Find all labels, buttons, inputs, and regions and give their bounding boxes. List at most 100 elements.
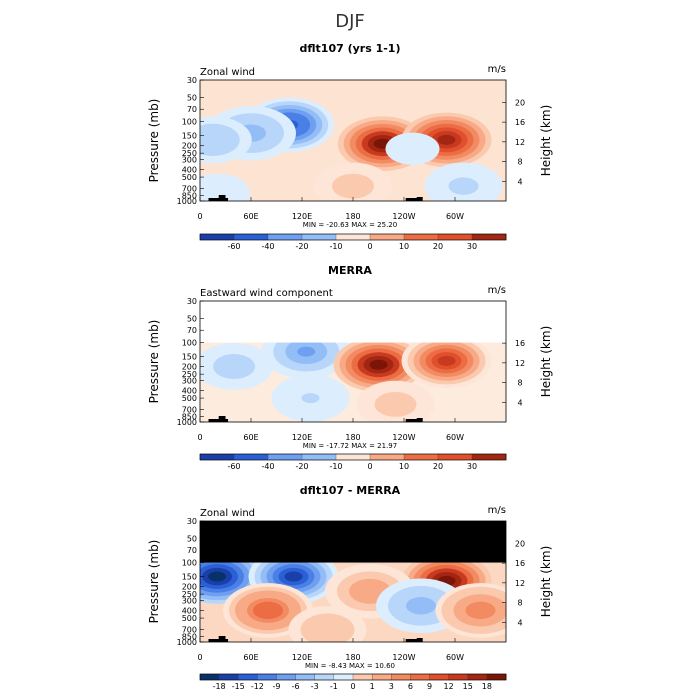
y2tick-label: 16: [515, 559, 525, 568]
min-max-stats: MIN = -17.72 MAX = 21.97: [303, 442, 397, 450]
colorbar-bin: [314, 673, 335, 681]
colorbar-bin: [301, 453, 337, 461]
supertitle: DJF: [335, 11, 365, 32]
colorbar-label: -3: [311, 682, 319, 691]
colorbar-label: 0: [367, 462, 372, 471]
y2tick-label: 4: [517, 398, 522, 407]
ytick-label: 100: [182, 118, 197, 127]
contour-2-6: [369, 359, 388, 370]
masked-region: [200, 521, 506, 563]
colorbar-bin: [486, 673, 507, 681]
ytick-label: 500: [182, 394, 197, 403]
colorbar-bin: [410, 673, 430, 681]
colorbar-bin: [437, 233, 473, 241]
colorbar-label: -9: [273, 682, 281, 691]
ytick-label: 30: [187, 517, 197, 526]
xtick-label: 60E: [243, 212, 258, 221]
topography-3: [416, 638, 423, 642]
ytick-label: 700: [182, 406, 197, 415]
field-label: Eastward wind component: [200, 288, 333, 299]
colorbar-bin: [295, 673, 316, 681]
colorbar-bin: [199, 233, 235, 241]
colorbar-bin: [199, 673, 220, 681]
y2tick-label: 4: [517, 177, 522, 186]
xtick-label: 180: [345, 653, 360, 662]
colorbar-bin: [471, 453, 507, 461]
field-label: Zonal wind: [200, 67, 255, 78]
colorbar-bin: [437, 453, 473, 461]
ylabel: Pressure (mb): [147, 99, 161, 183]
xtick-label: 60E: [243, 653, 258, 662]
colorbar-bin: [333, 673, 354, 681]
ytick-label: 150: [182, 353, 197, 362]
y2tick-label: 20: [515, 98, 525, 107]
xtick-label: 60W: [446, 212, 464, 221]
colorbar-frame: [199, 233, 507, 241]
colorbar-label: 12: [444, 682, 454, 691]
y2label: Height (km): [539, 105, 553, 176]
units-label: m/s: [488, 64, 506, 75]
colorbar-bin: [335, 453, 371, 461]
ytick-label: 850: [182, 412, 197, 421]
ytick-label: 250: [182, 590, 197, 599]
topography-1: [218, 195, 226, 201]
masked-region: [200, 301, 506, 343]
colorbar-label: 10: [399, 462, 409, 471]
contour-2-6: [203, 134, 222, 145]
colorbar-label: 15: [463, 682, 473, 691]
ytick-label: 300: [182, 155, 197, 164]
ytick-label: 70: [187, 105, 197, 114]
colorbar-label: 30: [467, 242, 477, 251]
xtick-label: 120E: [292, 433, 312, 442]
contour-4-6: [437, 134, 456, 145]
topography-3: [416, 418, 423, 422]
contour-4-6: [259, 605, 277, 616]
xtick-label: 0: [197, 433, 202, 442]
field: [200, 80, 506, 201]
ytick-label: 500: [182, 614, 197, 623]
ytick-label: 70: [187, 326, 197, 335]
colorbar-label: 3: [389, 682, 394, 691]
colorbar-bin: [471, 233, 507, 241]
colorbar-bin: [371, 673, 392, 681]
ytick-label: 400: [182, 606, 197, 615]
colorbar-bin: [233, 233, 269, 241]
colorbar-label: -10: [329, 242, 342, 251]
ytick-label: 300: [182, 376, 197, 385]
colorbar-label: 0: [367, 242, 372, 251]
contour-7-6: [454, 181, 473, 192]
colorbar-bin: [335, 233, 371, 241]
topography-2: [405, 198, 421, 201]
colorbar-label: 10: [399, 242, 409, 251]
ytick-label: 1000: [177, 418, 197, 427]
min-max-stats: MIN = -8.43 MAX = 10.60: [305, 662, 395, 670]
colorbar-bin: [218, 673, 239, 681]
contour-1-6: [284, 571, 303, 582]
xtick-label: 120E: [292, 653, 312, 662]
colorbar-label: -1: [330, 682, 338, 691]
colorbar-bin: [403, 453, 439, 461]
ytick-label: 100: [182, 559, 197, 568]
colorbar-bin: [429, 673, 450, 681]
colorbar-label: -12: [251, 682, 264, 691]
ytick-label: 200: [182, 582, 197, 591]
ytick-label: 700: [182, 185, 197, 194]
y2tick-label: 8: [517, 158, 522, 167]
ytick-label: 150: [182, 573, 197, 582]
xtick-label: 120E: [292, 212, 312, 221]
min-max-stats: MIN = -20.63 MAX = 25.20: [303, 221, 397, 229]
colorbar-bin: [369, 233, 405, 241]
colorbar-label: 20: [433, 462, 443, 471]
ytick-label: 30: [187, 76, 197, 85]
colorbar-frame: [199, 453, 507, 461]
contour-7-6: [318, 624, 337, 635]
topography-1: [218, 636, 226, 642]
panel-title: dflt107 - MERRA: [300, 484, 401, 497]
contour-6-6: [344, 181, 362, 192]
xtick-label: 120W: [392, 433, 415, 442]
contour-5-6: [403, 143, 422, 154]
y2tick-label: 8: [517, 379, 522, 388]
colorbar-bin: [267, 453, 303, 461]
colorbar-label: -20: [295, 242, 308, 251]
topography-2: [405, 639, 421, 642]
